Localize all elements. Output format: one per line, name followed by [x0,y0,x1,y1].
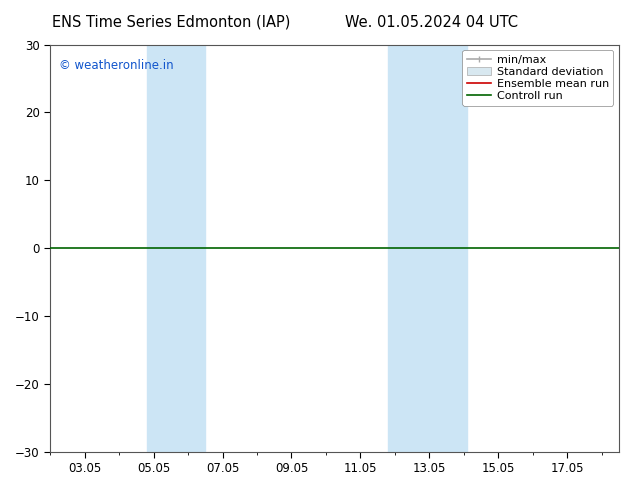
Text: We. 01.05.2024 04 UTC: We. 01.05.2024 04 UTC [345,15,517,30]
Text: © weatheronline.in: © weatheronline.in [59,59,173,72]
Legend: min/max, Standard deviation, Ensemble mean run, Controll run: min/max, Standard deviation, Ensemble me… [462,50,614,106]
Text: ENS Time Series Edmonton (IAP): ENS Time Series Edmonton (IAP) [52,15,290,30]
Bar [388,45,467,452]
Bar [146,45,205,452]
